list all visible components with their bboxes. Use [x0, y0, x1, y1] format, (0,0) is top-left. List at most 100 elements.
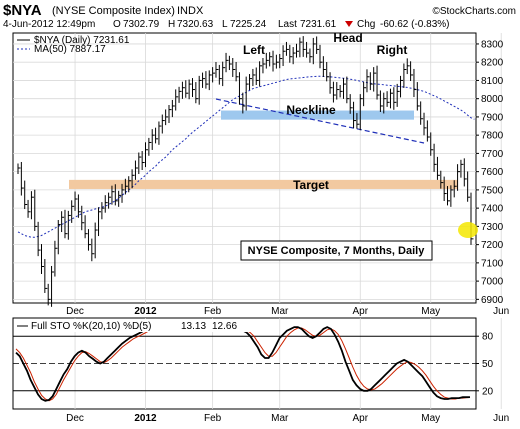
price-bar — [326, 62, 330, 82]
price-bar — [309, 48, 313, 63]
price-ytick-label: 7400 — [481, 204, 504, 215]
price-bar — [400, 75, 404, 98]
price-bar — [67, 210, 71, 240]
price-bands — [69, 110, 458, 189]
sto-legend-k: 13.13 — [181, 321, 206, 332]
sto-legend-bg — [14, 319, 260, 332]
sto-xtick-label: May — [421, 413, 440, 424]
price-bar — [104, 195, 108, 213]
price-bar — [205, 71, 209, 89]
low-label: L — [222, 19, 228, 30]
price-bar — [87, 229, 91, 251]
price-bar — [71, 200, 75, 223]
last-label: Last — [278, 19, 297, 30]
price-bar — [185, 80, 189, 98]
price-ytick-label: 7200 — [481, 240, 504, 251]
price-bar — [27, 199, 31, 218]
price-bar — [161, 114, 165, 134]
price-bar — [373, 67, 377, 92]
price-bar — [151, 129, 155, 150]
price-bar — [30, 191, 34, 220]
price-bar — [47, 283, 51, 306]
price-bar — [389, 88, 393, 109]
price-bar — [138, 152, 142, 175]
sto-xtick-label: 2012 — [134, 413, 157, 424]
price-bar — [329, 72, 333, 94]
price-bar — [57, 219, 61, 255]
price-bar — [426, 120, 430, 142]
sto-xtick-label: Mar — [271, 413, 289, 424]
price-ytick-label: 7100 — [481, 258, 504, 269]
price-grid — [13, 33, 502, 303]
price-bar — [296, 43, 300, 58]
symbol-name: (NYSE Composite Index) — [52, 5, 175, 17]
price-bar — [141, 151, 145, 171]
price-bar — [222, 61, 226, 87]
price-bar — [195, 82, 199, 104]
price-bar — [81, 205, 85, 231]
price-bar — [64, 209, 68, 239]
symbol-title: $NYA — [3, 2, 42, 19]
price-bar — [238, 72, 242, 105]
triangle-down-icon — [345, 21, 353, 27]
exchange-label: INDX — [177, 5, 204, 17]
price-y-axis: 6900 7000 7100 7200 7300 7400 7500 7600 7700 7800… — [476, 39, 504, 306]
sto-xtick-label: Apr — [352, 413, 368, 424]
price-bar — [215, 62, 219, 78]
price-bar — [346, 76, 350, 104]
price-ytick-label: 7900 — [481, 112, 504, 123]
price-bar — [134, 160, 138, 180]
price-bar — [282, 45, 286, 67]
price-xtick-label: May — [421, 306, 440, 317]
caption-box — [240, 240, 433, 261]
price-bar — [121, 183, 125, 203]
price-bar — [202, 72, 206, 88]
sto-xtick-label: Dec — [66, 413, 84, 424]
price-legend: $NYA (Daily) 7231.61 MA(50) 7887.17 — [17, 35, 130, 55]
price-ytick-label: 8200 — [481, 58, 504, 69]
price-ytick-label: 7700 — [481, 149, 504, 160]
price-bar — [225, 52, 229, 73]
price-bar — [20, 161, 24, 196]
price-ytick-label: 6900 — [481, 295, 504, 306]
annotation-left: Left — [243, 43, 265, 57]
last-price-highlight — [458, 222, 478, 238]
price-bar — [366, 69, 370, 93]
price-bar — [259, 61, 263, 87]
price-ytick-label: 7000 — [481, 277, 504, 288]
stockcharts-logo: ©StockCharts.com — [432, 6, 516, 17]
price-bar — [128, 176, 132, 193]
price-bar — [37, 221, 41, 257]
price-bar — [265, 52, 269, 69]
price-bar — [363, 81, 367, 107]
price-xtick-label: Dec — [66, 306, 84, 317]
price-bar — [175, 89, 179, 111]
price-bar — [443, 176, 447, 202]
sto-legend-d: 12.66 — [212, 321, 237, 332]
price-bar — [316, 36, 320, 54]
sto-x-axis: Dec 2012 Feb Mar Apr May Jun — [66, 413, 509, 424]
price-bar — [285, 41, 289, 56]
price-bar — [255, 67, 259, 85]
price-bar — [453, 180, 457, 198]
price-bar — [467, 171, 471, 202]
high-label: H — [168, 19, 175, 30]
price-bar — [242, 92, 246, 114]
price-ytick-label: 7800 — [481, 131, 504, 142]
price-bar — [457, 164, 461, 191]
price-bar — [420, 101, 424, 125]
price-bar — [91, 238, 95, 262]
price-bar — [262, 57, 266, 74]
price-bar — [108, 192, 112, 209]
price-bar — [332, 81, 336, 103]
last-value: 7231.61 — [300, 19, 337, 30]
price-bar — [118, 190, 122, 207]
price-bar — [34, 189, 38, 231]
price-bar — [124, 178, 128, 195]
sto-xtick-label: Jun — [493, 413, 509, 424]
low-value: 7225.24 — [230, 19, 267, 30]
sto-ytick-label: 80 — [482, 332, 494, 343]
price-bar — [218, 64, 222, 85]
price-bar — [98, 207, 102, 237]
